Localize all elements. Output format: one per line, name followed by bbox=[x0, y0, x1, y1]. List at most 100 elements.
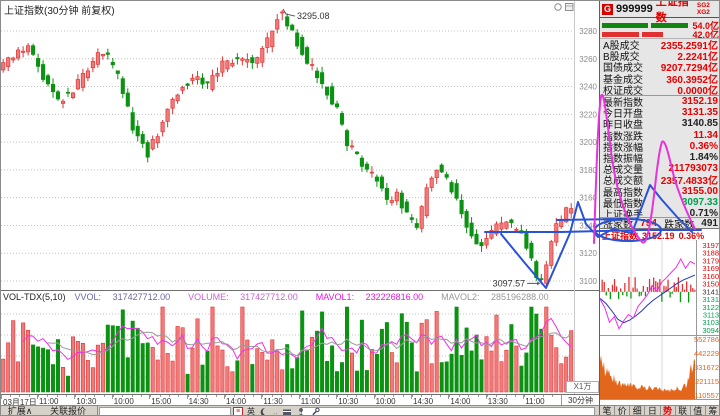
tab-日[interactable]: 日 bbox=[645, 406, 661, 415]
g-badge-icon: G bbox=[602, 3, 614, 15]
expand-button[interactable]: 扩展∧ bbox=[1, 406, 40, 415]
time-axis-label: 11:00 bbox=[525, 397, 545, 406]
ask-volume-bar: 42.0亿 bbox=[602, 30, 719, 40]
tab-势[interactable]: 势 bbox=[661, 406, 676, 415]
related-quote-button[interactable]: 关联报价 bbox=[39, 406, 98, 415]
svg-text:3240: 3240 bbox=[579, 83, 597, 92]
svg-text:331672: 331672 bbox=[694, 363, 719, 372]
volume-pane[interactable] bbox=[1, 290, 599, 394]
svg-text:3260: 3260 bbox=[579, 55, 597, 64]
intraday-mini-chart[interactable]: 上证指数 3152.19 0.36% 3197 3188 3179 3169 3160 315… bbox=[600, 228, 720, 406]
svg-text:552786: 552786 bbox=[694, 335, 719, 344]
time-axis-label: 11:30 bbox=[263, 397, 283, 406]
svg-text:3220: 3220 bbox=[579, 110, 597, 119]
svg-text:442229: 442229 bbox=[694, 349, 719, 358]
more-dots-icon[interactable]: ‥ bbox=[273, 408, 278, 416]
command-input[interactable] bbox=[99, 407, 231, 415]
tab-笔[interactable]: 笔 bbox=[600, 406, 616, 415]
bid-bar-value: 54.0亿 bbox=[692, 21, 719, 31]
svg-text:3113: 3113 bbox=[703, 310, 719, 319]
indicator-name: VOL-TDX(5,10) bbox=[3, 292, 66, 302]
svg-text:3100: 3100 bbox=[579, 277, 597, 286]
tab-联[interactable]: 联 bbox=[676, 406, 691, 415]
mavol1-value: 232226816.00 bbox=[365, 292, 424, 302]
quote-row: B股成交 2.2241亿 bbox=[603, 52, 718, 64]
svg-text:3160: 3160 bbox=[702, 272, 719, 281]
quote-row: A股成交 2355.2591亿 bbox=[603, 41, 718, 53]
tab-值[interactable]: 值 bbox=[691, 406, 706, 415]
mini-chart-canvas[interactable]: 3197318831793169316031503141313131223113… bbox=[600, 240, 720, 406]
user-icon[interactable] bbox=[296, 407, 306, 416]
vvol-value: 317427712.00 bbox=[112, 292, 171, 302]
quote-panel: G 999999 上证指数 SG2 XG2 54.0亿 42.0亿 A股成交 23… bbox=[599, 1, 720, 406]
svg-text:3140: 3140 bbox=[579, 221, 597, 230]
time-axis-label: 13:30 bbox=[487, 397, 508, 406]
volume-unit-label: X1万 bbox=[566, 381, 599, 393]
svg-text:3094: 3094 bbox=[702, 326, 719, 335]
time-axis-label: 10:00 bbox=[113, 397, 134, 406]
symbol-flags: SG2 XG2 bbox=[696, 2, 710, 16]
status-bar: 扩展∧ 关联报价 ≡ 英 ‥ bbox=[1, 405, 599, 416]
time-axis-label: 03月17日 bbox=[3, 398, 37, 407]
svg-text:3200: 3200 bbox=[579, 138, 597, 147]
decliners-count: 491 bbox=[701, 217, 718, 229]
quote-header[interactable]: G 999999 上证指数 SG2 XG2 bbox=[600, 1, 719, 24]
svg-text:3180: 3180 bbox=[579, 166, 597, 175]
volume-value: 317427712.00 bbox=[240, 292, 298, 302]
svg-text:3150: 3150 bbox=[702, 280, 719, 289]
time-axis-label: 11:00 bbox=[39, 397, 59, 406]
svg-text:110557: 110557 bbox=[695, 391, 719, 400]
quote-row: 国债成交 9207.7294亿 bbox=[603, 63, 718, 75]
svg-text:3120: 3120 bbox=[579, 249, 597, 258]
volume-indicator-header: VOL-TDX(5,10) VVOL: 317427712.00 VOLUME: 3… bbox=[3, 292, 549, 302]
chart-title: 上证指数(30分钟 前复权) bbox=[4, 6, 115, 17]
svg-text:3179: 3179 bbox=[702, 256, 719, 265]
mavol2-value: 285196288.00 bbox=[491, 292, 549, 302]
svg-text:3160: 3160 bbox=[579, 194, 597, 203]
time-axis-label: 10:30 bbox=[76, 397, 97, 406]
status-field bbox=[301, 407, 595, 415]
advance-decline-row: 涨家数 794 跌家数 491 bbox=[600, 217, 719, 231]
svg-text:3280: 3280 bbox=[579, 27, 597, 36]
quote-rows: A股成交 2355.2591亿 B股成交 2.2241亿 国债成交 9207.7294亿基… bbox=[600, 38, 719, 221]
mini-chart-header: 上证指数 3152.19 0.36% bbox=[600, 229, 719, 241]
language-icon[interactable]: 英 bbox=[247, 407, 255, 416]
time-axis-label: 14:30 bbox=[188, 397, 209, 406]
svg-text:3103: 3103 bbox=[702, 318, 719, 327]
svg-text:3131: 3131 bbox=[702, 295, 719, 304]
low-annotation: 3097.57 bbox=[493, 278, 526, 288]
svg-text:3122: 3122 bbox=[702, 303, 719, 312]
status-icons: ≡ 英 ‥ bbox=[233, 406, 320, 416]
symbol-name: 上证指数 bbox=[655, 0, 689, 24]
time-axis-label: 15:00 bbox=[151, 397, 172, 406]
time-axis-label: 14:00 bbox=[226, 397, 247, 406]
period-selector[interactable]: 30分钟 bbox=[561, 394, 599, 405]
night-mode-icon[interactable] bbox=[259, 407, 269, 416]
bottom-tab-bar: 笔价细日势联值筹 bbox=[599, 405, 719, 415]
svg-text:3197: 3197 bbox=[702, 241, 719, 250]
time-axis: 03月17日 11:00 10:30 10:00 15:00 14:30 14:00 11:3… bbox=[1, 394, 561, 407]
tab-价[interactable]: 价 bbox=[615, 406, 631, 415]
quote-row: 基金成交 360.3952亿 bbox=[603, 74, 718, 86]
candlestick-chart[interactable]: 3280 3260 3240 3220 3200 3180 3160 3140 3120 3100… bbox=[1, 1, 599, 291]
time-axis-label: 10:00 bbox=[375, 397, 396, 406]
svg-text:3141: 3141 bbox=[702, 287, 719, 296]
svg-text:3188: 3188 bbox=[702, 249, 719, 258]
tab-细[interactable]: 细 bbox=[630, 406, 646, 415]
hotkey-grid-icon[interactable]: ≡ bbox=[233, 407, 243, 415]
time-axis-label: 11:00 bbox=[300, 397, 321, 406]
card-icon[interactable] bbox=[282, 407, 292, 416]
tab-筹[interactable]: 筹 bbox=[706, 406, 719, 415]
advancers-count: 794 bbox=[640, 217, 657, 229]
bid-volume-bar: 54.0亿 bbox=[602, 21, 719, 31]
high-annotation: 3295.08 bbox=[297, 11, 330, 21]
ask-bar-value: 42.0亿 bbox=[692, 30, 719, 40]
time-axis-label: 14:30 bbox=[413, 397, 434, 406]
time-axis-label: 10:30 bbox=[338, 397, 359, 406]
settings-wrench-icon[interactable] bbox=[310, 407, 320, 416]
symbol-code: 999999 bbox=[616, 3, 653, 15]
svg-text:221115: 221115 bbox=[695, 377, 719, 386]
svg-text:3169: 3169 bbox=[702, 264, 719, 273]
time-axis-label: 14:00 bbox=[450, 397, 471, 406]
